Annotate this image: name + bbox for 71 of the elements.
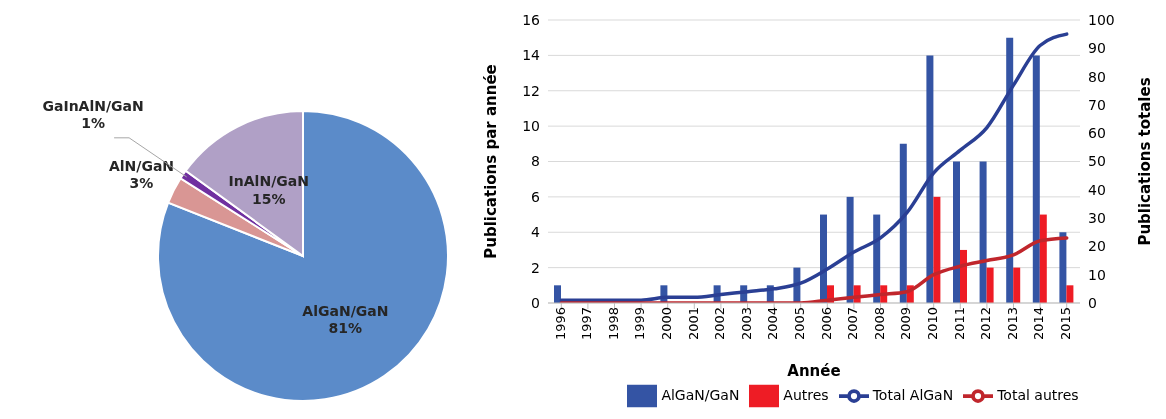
slice-label: AlN/GaN [108,157,175,174]
y-tick-label: 10 [522,118,540,135]
y2-tick-label: 40 [1088,181,1106,198]
bar [1032,55,1040,303]
slice-label: AlGaN/GaN [302,302,389,319]
x-tick-label: 2007 [845,307,861,341]
bar [926,55,934,303]
y-tick-label: 16 [522,11,541,28]
legend-label: AlGaN/GaN [661,387,740,403]
y2-tick-label: 20 [1088,238,1106,255]
data-label: 1% [81,115,106,132]
x-tick-label: 2013 [1004,307,1020,341]
y-tick-label: 6 [531,188,541,205]
line-series [559,32,1069,302]
x-tick-label: 1997 [579,307,595,341]
bar [846,196,854,303]
y2-tick-label: 30 [1088,210,1106,227]
x-tick-label: 1996 [552,307,568,341]
x-tick-label: 2006 [818,307,834,341]
legend-label: Total autres [997,387,1079,403]
x-tick-label: 2001 [685,307,701,341]
bar [899,143,907,303]
y-tick-label: 2 [531,259,540,276]
y-axis-title: Publications par année [482,64,501,259]
x-tick-label: 2011 [951,307,967,341]
x-tick-label: 2015 [1057,307,1073,341]
bar [1066,285,1074,303]
bar [979,161,987,303]
x-tick-label: 2008 [871,307,887,341]
y2-tick-label: 60 [1088,125,1106,142]
legend-label: Autres [783,387,829,403]
bar [953,161,960,303]
y2-tick-label: 100 [1088,11,1115,28]
slice-label: GaInAlN/GaN [42,97,144,114]
x-tick-label: 2002 [712,307,728,341]
y-tick-label: 4 [531,224,541,241]
data-label: 3% [129,175,154,192]
y2-tick-label: 90 [1088,40,1106,57]
bar [933,196,941,303]
bar [986,267,994,303]
bar [960,249,967,303]
bar [1013,267,1021,303]
legend-label: Total AlGaN [872,387,954,403]
y2-axis-title: Publications totales [1136,77,1155,246]
bar [1039,214,1047,303]
y-tick-label: 12 [522,82,540,99]
x-tick-label: 2005 [791,307,807,341]
y-tick-label: 0 [531,294,540,311]
x-tick-label: 2000 [658,307,674,341]
x-tick-label: 2004 [765,307,781,341]
y2-tick-label: 0 [1088,294,1097,311]
line-series [559,236,1069,303]
x-axis-title: Année [787,362,841,380]
x-tick-label: 1999 [632,307,648,341]
y-tick-label: 14 [522,47,541,64]
y2-tick-label: 70 [1088,96,1106,113]
bar [1006,37,1014,303]
bar [1059,232,1067,303]
y-tick-label: 8 [531,153,540,170]
y2-tick-label: 80 [1088,68,1106,85]
data-label: 15% [252,190,286,207]
y2-tick-label: 10 [1088,266,1106,283]
bar [554,285,561,303]
data-label: 81% [328,320,363,337]
x-tick-label: 2014 [1031,307,1047,341]
x-tick-label: 2012 [978,307,994,341]
x-tick-label: 2003 [738,307,754,341]
x-tick-label: 2010 [924,307,940,341]
y2-tick-label: 50 [1088,153,1106,170]
x-tick-label: 1998 [605,307,621,341]
x-tick-label: 2009 [898,307,914,341]
